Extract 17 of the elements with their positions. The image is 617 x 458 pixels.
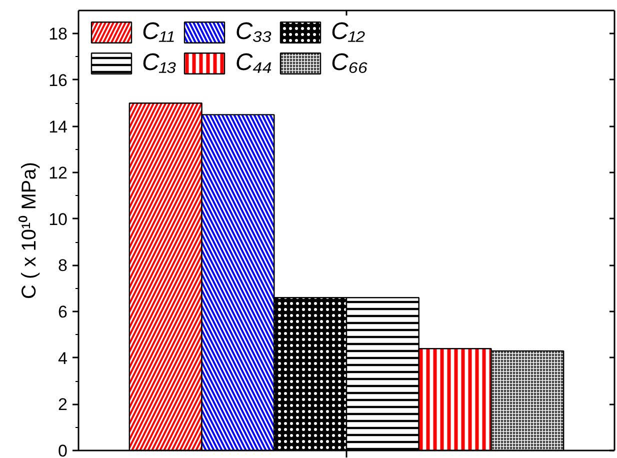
y-tick-label: 18: [48, 24, 68, 44]
y-tick-label: 14: [48, 117, 68, 136]
legend-label: C₁₂: [331, 18, 366, 46]
y-tick-label: 6: [58, 302, 68, 322]
y-tick-label: 8: [58, 256, 68, 276]
y-tick-label: 2: [58, 395, 68, 414]
legend-label: C₁₃: [142, 49, 176, 77]
y-tick-label: 12: [48, 164, 68, 183]
legend-label: C₄₄: [235, 49, 272, 77]
y-axis-title: C ( x 10¹⁰ MPa): [18, 162, 41, 300]
legend-label: C₁₁: [142, 18, 174, 46]
y-tick-label: 4: [58, 348, 68, 368]
y-tick-label: 0: [58, 442, 68, 458]
y-tick-label: 10: [48, 210, 68, 229]
y-tick-label: 16: [48, 70, 68, 90]
legend-label: C₆₆: [331, 49, 368, 77]
legend-label: C₃₃: [235, 18, 272, 46]
